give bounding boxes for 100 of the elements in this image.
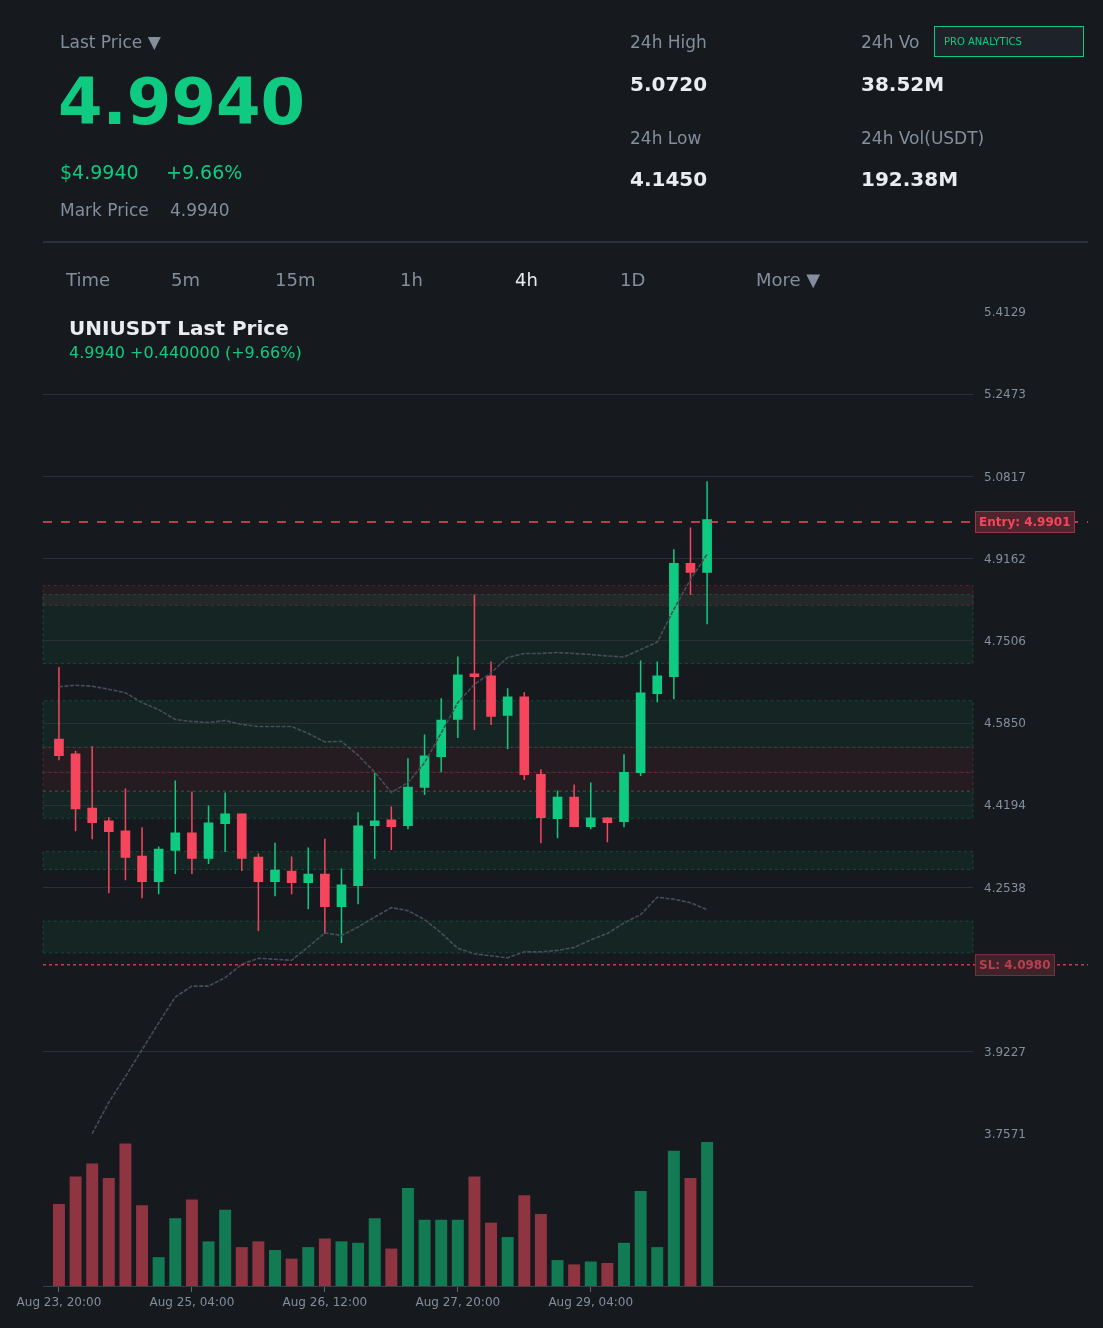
line-series (58, 553, 708, 794)
bar (684, 1178, 697, 1286)
bar (568, 1264, 581, 1286)
category-label: 5m (171, 269, 200, 290)
text: 4.9940 (58, 65, 305, 139)
y-tick-label: 4.4194 (984, 798, 1026, 813)
candlestick (519, 691, 530, 781)
candlestick (502, 687, 513, 751)
candlestick (253, 852, 264, 932)
y-tick-label: 4.7506 (984, 633, 1026, 648)
bar (385, 1248, 398, 1286)
bar (169, 1218, 182, 1286)
bar (252, 1241, 265, 1286)
bar (468, 1176, 481, 1286)
text: Last Price ▼ (60, 32, 162, 52)
bar (401, 1188, 414, 1286)
y-tick-label: 5.4129 (984, 305, 1026, 320)
button: PRO ANALYTICS (934, 26, 1084, 57)
candlestick (536, 768, 546, 844)
bar (584, 1261, 597, 1286)
bar (518, 1195, 531, 1286)
candlestick (669, 548, 679, 700)
candlestick (203, 804, 214, 865)
y-tick-label: 5.0817 (984, 469, 1026, 484)
bar (667, 1150, 680, 1286)
candlestick (652, 660, 663, 703)
bar (302, 1247, 315, 1286)
candlestick (635, 659, 646, 777)
text: $4.9940 (60, 161, 139, 183)
y-tick-label: 4.9162 (984, 551, 1026, 566)
candlestick (187, 790, 197, 875)
bar (285, 1258, 298, 1286)
bar (119, 1143, 132, 1286)
ref-line-label: SL: 4.0980 (979, 958, 1051, 972)
x-tick-label: Aug 27, 20:00 (415, 1295, 501, 1310)
bar (435, 1219, 448, 1286)
y-tick-label: 4.5850 (984, 716, 1026, 731)
y-tick-label: 3.9227 (984, 1044, 1026, 1059)
bar (501, 1237, 514, 1286)
bar (335, 1241, 348, 1286)
text: 38.52M (861, 72, 945, 96)
candlestick (585, 781, 596, 830)
category-label: 4h (515, 269, 538, 290)
bar (534, 1214, 547, 1286)
candlestick (103, 816, 114, 895)
candlestick (236, 812, 247, 872)
category-label: More ▼ (756, 269, 821, 290)
candlestick (153, 845, 164, 896)
candlestick (70, 750, 81, 832)
x-tick-label: Aug 29, 04:00 (548, 1295, 634, 1310)
bar (318, 1238, 331, 1286)
bar (52, 1203, 65, 1286)
bar (418, 1219, 431, 1286)
bar (69, 1176, 82, 1286)
line-series (91, 896, 708, 1134)
candlestick (602, 817, 613, 843)
category-label: 15m (275, 269, 316, 290)
text: 4.9940 +0.440000 (+9.66%) (69, 343, 302, 362)
candlestick (320, 837, 330, 935)
bar (219, 1209, 232, 1286)
bar (651, 1247, 664, 1286)
bar (551, 1260, 564, 1286)
bar (485, 1222, 498, 1286)
candlestick (270, 841, 280, 898)
bar (634, 1190, 647, 1286)
candlestick (552, 789, 563, 839)
text: 24h Vol(USDT) (861, 128, 985, 148)
candlestick (170, 779, 181, 875)
y-tick-label: 5.2473 (984, 387, 1026, 402)
candlestick (286, 855, 297, 896)
x-tick-label: Aug 23, 20:00 (16, 1295, 102, 1310)
category-label: 1h (400, 269, 423, 290)
y-tick-label: 4.2538 (984, 880, 1026, 895)
x-tick-label: Aug 26, 12:00 (282, 1295, 368, 1310)
chart-title: UNIUSDT Last Price (69, 316, 289, 340)
bar (451, 1219, 464, 1286)
candlestick (452, 655, 463, 739)
text: 4.9940 (170, 200, 230, 220)
candlestick (386, 805, 397, 851)
bar (202, 1241, 215, 1286)
candlestick (220, 791, 230, 853)
text: 4.1450 (630, 167, 708, 191)
text: 5.0720 (630, 72, 708, 96)
text: Mark Price (60, 200, 149, 220)
candlestick (87, 745, 98, 840)
candlestick (685, 526, 696, 596)
bar (86, 1163, 99, 1286)
bar (269, 1250, 281, 1286)
candlestick (336, 867, 347, 944)
y-tick-label: 3.7571 (984, 1127, 1026, 1142)
bar (601, 1262, 614, 1286)
bar (235, 1247, 248, 1286)
text: 24h Vo (861, 32, 920, 52)
bar (368, 1218, 381, 1286)
bar (136, 1205, 149, 1286)
candlestick (619, 753, 629, 828)
text: 24h Low (630, 128, 702, 148)
category-label: Time (65, 269, 111, 290)
candlestick (120, 787, 131, 882)
candlestick (569, 783, 579, 828)
